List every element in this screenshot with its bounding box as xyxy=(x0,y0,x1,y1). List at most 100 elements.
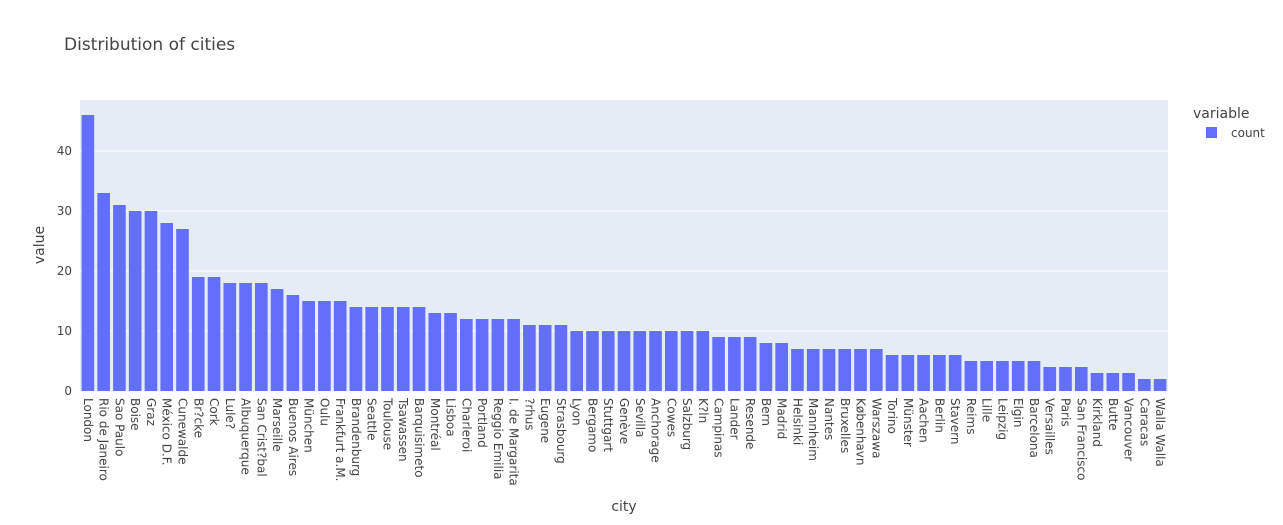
x-tick-label: Seattle xyxy=(365,398,379,440)
x-tick-label: Resende xyxy=(743,398,757,449)
bar xyxy=(586,331,599,391)
x-tick-label: Leipzig xyxy=(995,398,1009,440)
bar xyxy=(791,349,804,391)
bar xyxy=(1059,367,1072,391)
bar xyxy=(97,193,110,391)
bar xyxy=(838,349,852,391)
y-axis-title: value xyxy=(32,226,48,264)
y-tick-label: 40 xyxy=(57,144,72,158)
x-tick-label: Walla Walla xyxy=(1153,398,1167,467)
x-tick-label: Barcelona xyxy=(1027,398,1041,458)
bar xyxy=(1027,361,1041,391)
bar xyxy=(1122,373,1135,391)
x-tick-label: Berlin xyxy=(932,398,946,433)
bar xyxy=(160,223,174,391)
x-tick-label: Helsinki xyxy=(790,398,804,445)
bar xyxy=(822,349,836,391)
x-tick-label: Reims xyxy=(964,398,978,434)
x-tick-label: Münster xyxy=(901,398,915,447)
bar xyxy=(869,349,883,391)
y-tick-label: 30 xyxy=(57,204,72,218)
bar xyxy=(617,331,631,391)
x-tick-label: Graz xyxy=(144,398,158,426)
bar xyxy=(176,229,189,391)
bar xyxy=(507,319,520,391)
x-tick-label: Bruxelles xyxy=(838,398,852,453)
bar xyxy=(128,211,142,391)
x-tick-label: Stavern xyxy=(948,398,962,445)
x-tick-label: Montréal xyxy=(428,398,442,451)
x-tick-label: Lyon xyxy=(570,398,584,426)
bar xyxy=(444,313,457,391)
bar xyxy=(1074,367,1088,391)
x-tick-label: Lille xyxy=(980,398,994,422)
bar xyxy=(743,337,757,391)
x-tick-label: Strasbourg xyxy=(554,398,568,464)
x-tick-label: Br?cke xyxy=(191,398,205,438)
x-axis-title: city xyxy=(611,499,636,515)
x-tick-label: Salzburg xyxy=(680,398,694,450)
x-tick-label: Bergamo xyxy=(585,398,599,452)
bar xyxy=(460,319,473,391)
bar xyxy=(806,349,820,391)
x-tick-label: Buenos Aires xyxy=(286,398,300,476)
bar xyxy=(901,355,915,391)
x-tick-label: Madrid xyxy=(775,398,789,439)
bar xyxy=(728,337,741,391)
x-tick-label: Versailles xyxy=(1043,398,1057,455)
bar xyxy=(207,277,221,391)
chart-title: Distribution of cities xyxy=(64,35,235,55)
y-tick-label: 0 xyxy=(64,384,72,398)
x-tick-label: Boise xyxy=(128,398,142,431)
bar xyxy=(980,361,993,391)
x-tick-label: Portland xyxy=(475,398,489,448)
x-tick-label: Marseille xyxy=(270,398,284,452)
x-tick-label: Cork xyxy=(207,398,221,426)
x-tick-label: København xyxy=(854,398,868,465)
legend-title: variable xyxy=(1193,106,1249,122)
bar xyxy=(223,283,237,391)
x-tick-label: Barquisimeto xyxy=(412,398,426,478)
bar xyxy=(428,313,442,391)
bar xyxy=(523,325,536,391)
x-tick-label: Sevilla xyxy=(633,398,647,437)
x-tick-label: San Crist?bal xyxy=(254,398,268,477)
x-tick-label: Reggio Emilia xyxy=(491,398,505,480)
bar xyxy=(333,301,347,391)
x-tick-label: Bern xyxy=(759,398,773,426)
x-tick-label: K?ln xyxy=(696,398,710,423)
bar xyxy=(964,361,978,391)
bar xyxy=(144,211,158,391)
x-tick-label: Stuttgart xyxy=(601,398,615,452)
x-tick-label: Campinas xyxy=(712,398,726,458)
bar xyxy=(759,343,773,391)
bar xyxy=(396,307,410,391)
x-tick-label: Caracas xyxy=(1137,398,1151,446)
x-tick-label: México D.F. xyxy=(160,398,174,466)
bar xyxy=(680,331,694,391)
bar xyxy=(633,331,647,391)
x-tick-label: ?rhus xyxy=(522,398,536,431)
bar xyxy=(854,349,867,391)
x-tick-label: Charleroi xyxy=(459,398,473,452)
x-tick-label: Sao Paulo xyxy=(112,398,126,456)
y-tick-label: 10 xyxy=(57,324,72,338)
bar xyxy=(885,355,899,391)
x-tick-label: Warszawa xyxy=(869,398,883,458)
bar xyxy=(570,331,584,391)
x-tick-label: London xyxy=(81,398,95,442)
bar xyxy=(664,331,678,391)
x-tick-label: Oulu xyxy=(317,398,331,426)
bar xyxy=(491,319,505,391)
x-tick-label: Eugene xyxy=(538,398,552,443)
x-tick-label: Butte xyxy=(1106,398,1120,431)
bar xyxy=(1106,373,1120,391)
x-tick-label: Nantes xyxy=(822,398,836,440)
bar xyxy=(270,289,284,391)
bar xyxy=(349,307,363,391)
bar xyxy=(255,283,268,391)
x-tick-label: Frankfurt a.M. xyxy=(333,398,347,482)
x-tick-label: München xyxy=(302,398,316,453)
x-tick-label: I. de Margarita xyxy=(507,398,521,486)
